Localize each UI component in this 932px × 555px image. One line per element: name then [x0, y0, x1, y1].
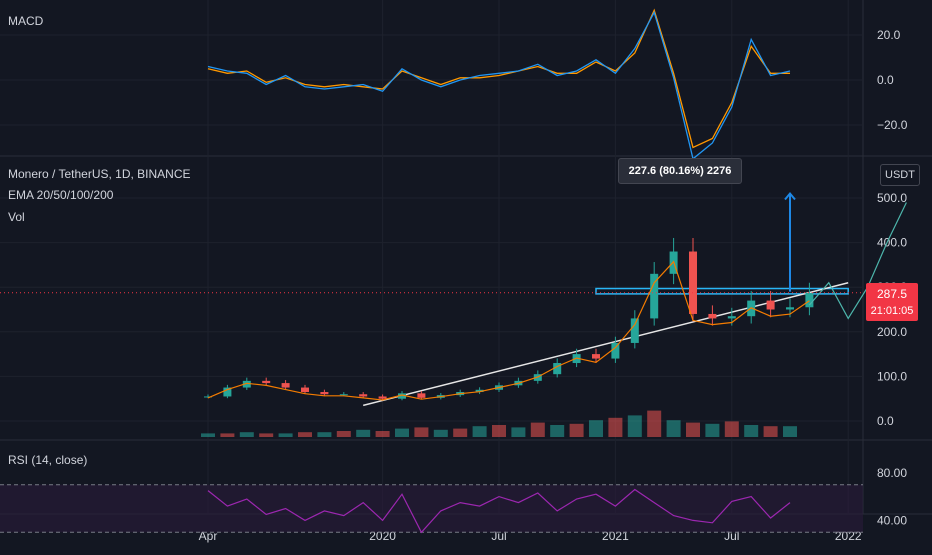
volume-bar [201, 433, 215, 437]
volume-bar [724, 421, 739, 437]
candle [320, 392, 329, 395]
measure-arrow-head [784, 191, 796, 201]
candle [708, 313, 717, 319]
measure-tooltip-text: 227.6 (80.16%) 2276 [628, 165, 732, 177]
volume-bar [492, 425, 506, 437]
time-tick-label-2: Jul [491, 529, 506, 543]
ema-indicator-label: EMA 20/50/100/200 [8, 188, 114, 202]
volume-bar [705, 423, 720, 437]
volume-bar [259, 433, 274, 437]
volume-bar [550, 425, 565, 437]
candle [339, 394, 348, 396]
volume-indicator-label: Vol [8, 210, 25, 224]
candle [359, 394, 368, 397]
candle [398, 393, 406, 399]
price-tick-label-2: 200.0 [877, 325, 907, 339]
time-tick-label-1: 2020 [369, 529, 396, 543]
resistance-zone [595, 287, 849, 295]
volume-bar [414, 427, 429, 437]
candle [786, 307, 794, 310]
volume-bar [608, 417, 623, 437]
volume-bar [278, 433, 293, 437]
volume-bar [239, 432, 254, 437]
candle [281, 383, 290, 388]
price-tick-label-4: 400.0 [877, 236, 907, 250]
macd-tick-label-0: −20.0 [877, 118, 908, 132]
rsi-pane-label: RSI (14, close) [8, 453, 88, 467]
rsi-tick-label-1: 80.00 [877, 466, 907, 480]
chart-title: Monero / TetherUS, 1D, BINANCE [8, 167, 191, 181]
volume-bar [666, 420, 681, 437]
candle [766, 300, 775, 310]
price-tick-label-0: 0.0 [877, 414, 894, 428]
candle [592, 354, 600, 359]
currency-label: USDT [885, 169, 915, 181]
candle [727, 316, 736, 319]
rsi-band [0, 484, 863, 533]
currency-button[interactable]: USDT [880, 164, 920, 186]
candle [301, 387, 309, 393]
rsi-tick-label-0: 40.00 [877, 513, 907, 527]
volume-bar [298, 432, 312, 437]
volume-bar [433, 429, 448, 437]
macd-pane-label: MACD [8, 14, 44, 28]
volume-bar [472, 426, 487, 437]
candle [223, 387, 232, 397]
volume-bar [356, 429, 371, 437]
candle [378, 396, 387, 399]
candle [689, 251, 697, 314]
rsi-line [207, 488, 791, 534]
volume-bar [686, 422, 700, 437]
candle [417, 393, 426, 398]
candle [475, 389, 484, 393]
volume-bar [569, 423, 584, 437]
volume-bar [589, 420, 603, 437]
volume-bar [375, 431, 390, 437]
candle [242, 380, 251, 388]
volume-bar [220, 433, 235, 437]
ema-line [207, 260, 810, 401]
last-price-value: 287.5 [876, 287, 908, 301]
macd-tick-label-1: 0.0 [877, 73, 894, 87]
candle [650, 273, 659, 319]
volume-bar [336, 431, 351, 437]
price-tick-label-5: 500.0 [877, 191, 907, 205]
projection-line [808, 202, 907, 320]
volume-bar [453, 428, 468, 437]
volume-bar [511, 427, 526, 437]
time-tick-label-3: 2021 [602, 529, 629, 543]
candle [805, 292, 814, 308]
volume-bar [395, 428, 409, 437]
volume-bar [763, 426, 778, 437]
macd-tick-label-2: 20.0 [877, 28, 901, 42]
candle [630, 318, 639, 343]
candle [611, 342, 620, 359]
macd-signal-line [207, 8, 790, 149]
volume-bar [744, 425, 759, 437]
candle [204, 396, 212, 398]
volume-bar [647, 410, 662, 437]
volume-bar [530, 422, 545, 437]
last-price-badge: 287.5 21:01:05 [866, 283, 918, 321]
volume-bar [627, 415, 642, 437]
candle [553, 363, 562, 375]
volume-bar [317, 432, 332, 437]
candle [262, 380, 271, 384]
volume-bar [783, 426, 797, 437]
countdown-timer: 21:01:05 [870, 305, 914, 317]
price-tick-label-1: 100.0 [877, 369, 907, 383]
measure-tooltip: 227.6 (80.16%) 2276 [618, 158, 742, 184]
